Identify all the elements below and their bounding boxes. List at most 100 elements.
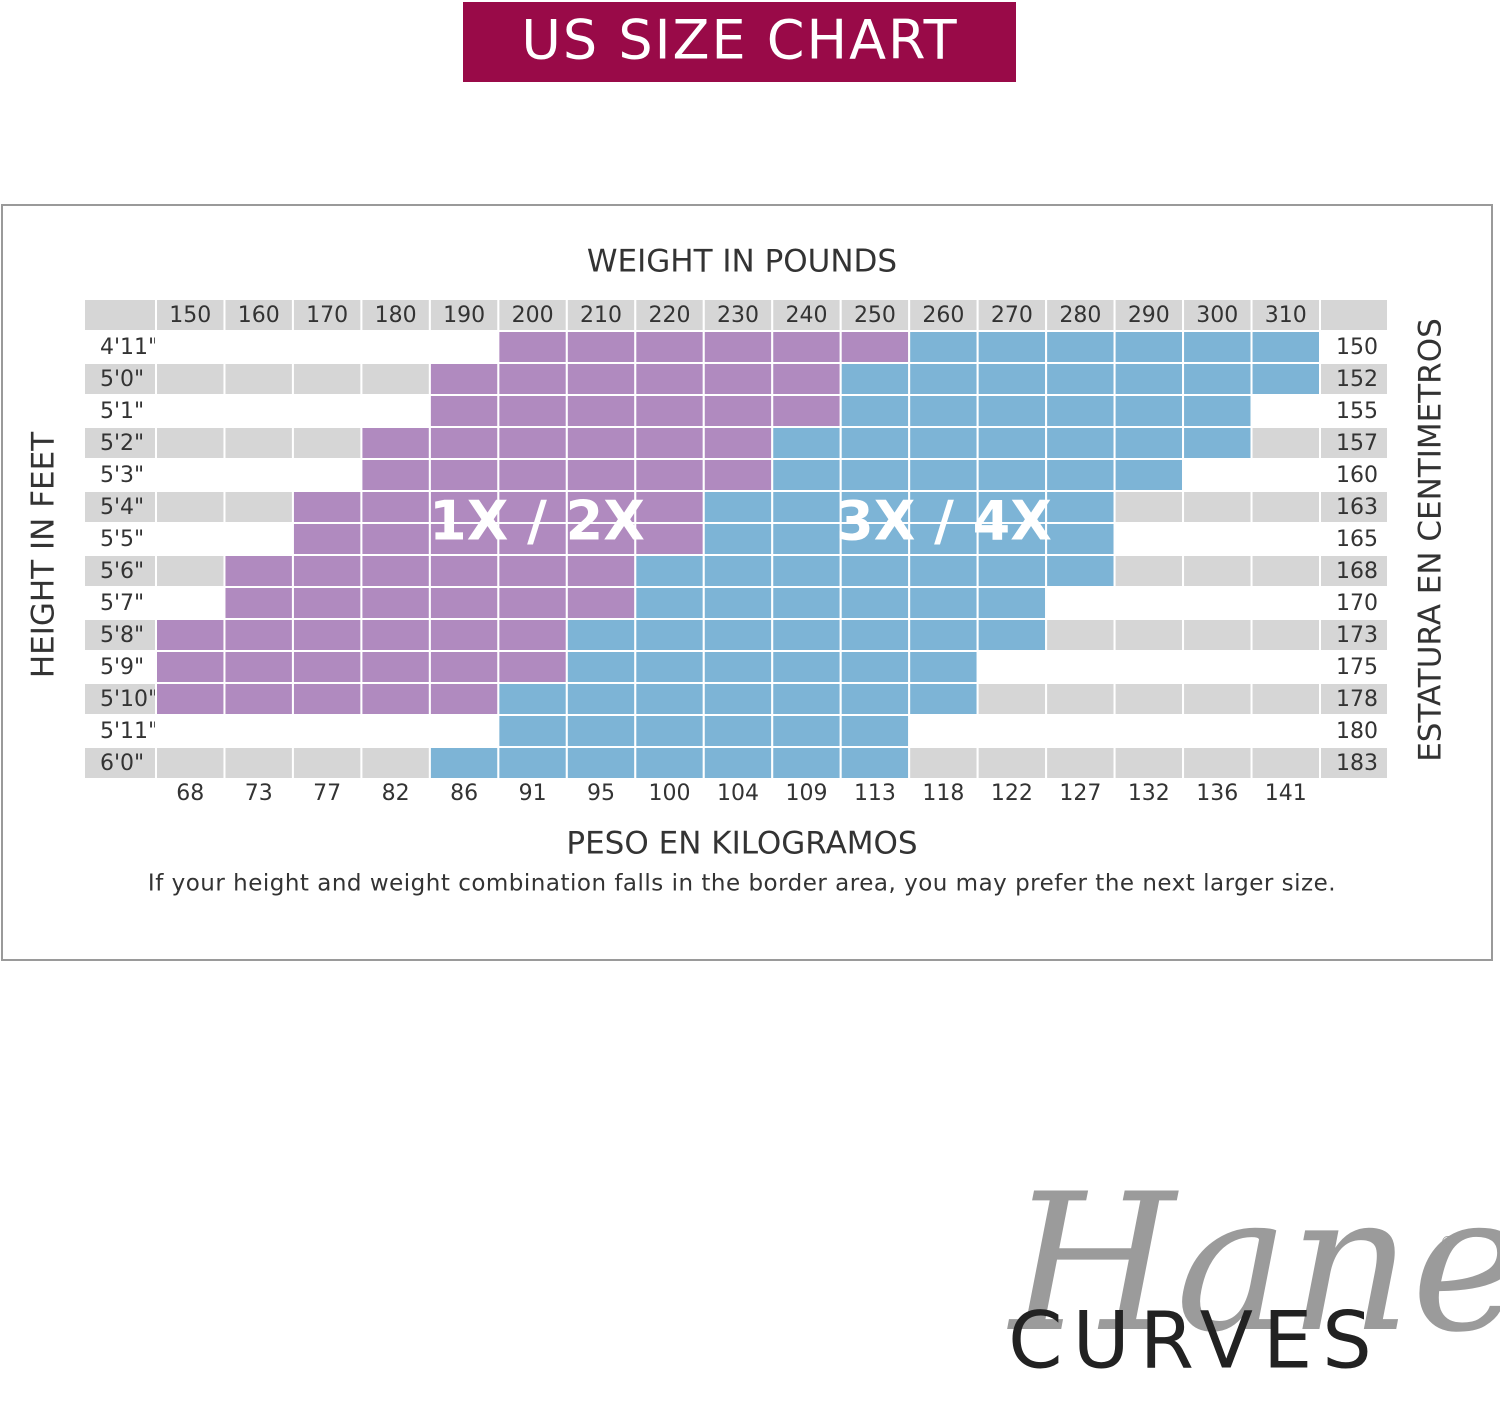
size-cell — [634, 746, 705, 780]
logo-line: CURVES — [1008, 1296, 1382, 1386]
size-label: 1X / 2X — [429, 490, 645, 553]
empty-cell — [1250, 458, 1322, 492]
kg-label: 86 — [450, 781, 478, 806]
size-cell — [1182, 394, 1253, 428]
size-cell — [634, 522, 705, 556]
empty-cell — [1113, 618, 1185, 652]
size-cell — [702, 746, 774, 780]
empty-cell — [223, 522, 294, 556]
size-cell — [839, 330, 911, 364]
header-cell — [839, 298, 911, 332]
empty-cell — [1250, 394, 1322, 428]
empty-cell — [1182, 490, 1253, 524]
pounds-label: 230 — [717, 303, 759, 328]
empty-cell — [360, 394, 431, 428]
empty-cell — [291, 394, 363, 428]
size-cell — [771, 650, 842, 684]
size-cell — [634, 586, 705, 620]
size-cell — [497, 746, 568, 780]
empty-cell — [1250, 426, 1322, 460]
size-cell — [976, 394, 1048, 428]
size-cell — [1045, 522, 1116, 556]
pounds-label: 220 — [649, 303, 691, 328]
size-cell — [702, 554, 774, 588]
size-cell — [702, 458, 774, 492]
size-cell — [497, 426, 568, 460]
size-cell — [976, 330, 1048, 364]
size-cell — [565, 714, 637, 748]
size-cell — [565, 650, 637, 684]
empty-cell — [155, 554, 226, 588]
size-cell — [565, 426, 637, 460]
size-cell — [634, 490, 705, 524]
size-cell — [771, 426, 842, 460]
size-cell — [908, 362, 979, 396]
size-cell — [497, 394, 568, 428]
header-cell — [1182, 298, 1253, 332]
size-cell — [1182, 330, 1253, 364]
size-cell — [497, 330, 568, 364]
size-cell — [565, 394, 637, 428]
size-cell — [360, 490, 431, 524]
empty-cell — [1250, 586, 1322, 620]
size-cell — [976, 458, 1048, 492]
size-cell — [1250, 330, 1322, 364]
size-cell — [771, 618, 842, 652]
size-cell — [771, 330, 842, 364]
empty-cell — [1182, 522, 1253, 556]
size-cell — [1182, 362, 1253, 396]
left-label: HEIGHT IN FEET — [26, 431, 62, 678]
size-cell — [291, 490, 363, 524]
size-cell — [428, 426, 500, 460]
cm-label: 150 — [1336, 335, 1378, 360]
size-cell — [565, 362, 637, 396]
empty-cell — [1250, 554, 1322, 588]
size-cell — [771, 586, 842, 620]
empty-cell — [1045, 650, 1116, 684]
size-cell — [155, 618, 226, 652]
size-cell — [360, 554, 431, 588]
empty-cell — [223, 714, 294, 748]
size-cell — [360, 650, 431, 684]
size-cell — [771, 490, 842, 524]
empty-cell — [1250, 522, 1322, 556]
size-cell — [428, 586, 500, 620]
size-cell — [223, 682, 294, 716]
note: If your height and weight combination fa… — [148, 871, 1336, 897]
size-cell — [497, 682, 568, 716]
size-cell — [634, 714, 705, 748]
height-label: 5'1" — [100, 399, 144, 424]
kg-label: 77 — [313, 781, 341, 806]
height-cell — [83, 746, 157, 780]
size-cell — [634, 650, 705, 684]
height-label: 5'7" — [100, 591, 144, 616]
empty-cell — [428, 714, 500, 748]
size-cell — [839, 714, 911, 748]
empty-cell — [1250, 618, 1322, 652]
size-cell — [908, 682, 979, 716]
empty-cell — [908, 714, 979, 748]
kg-label: 127 — [1059, 781, 1101, 806]
empty-cell — [360, 362, 431, 396]
empty-cell — [223, 426, 294, 460]
size-cell — [291, 586, 363, 620]
size-cell — [839, 362, 911, 396]
cm-cell — [1319, 746, 1389, 780]
size-cell — [702, 426, 774, 460]
size-cell — [702, 650, 774, 684]
height-label: 4'11" — [100, 335, 158, 360]
empty-cell — [1250, 490, 1322, 524]
kg-label: 141 — [1265, 781, 1307, 806]
size-cell — [565, 746, 637, 780]
empty-cell — [155, 714, 226, 748]
size-cell — [839, 458, 911, 492]
empty-cell — [908, 746, 979, 780]
size-cell — [565, 490, 637, 524]
height-label: 5'10" — [100, 687, 158, 712]
size-cell — [908, 650, 979, 684]
size-cell — [1250, 362, 1322, 396]
empty-cell — [155, 490, 226, 524]
size-cell — [155, 650, 226, 684]
size-cell — [1113, 362, 1185, 396]
height-label: 5'2" — [100, 431, 144, 456]
